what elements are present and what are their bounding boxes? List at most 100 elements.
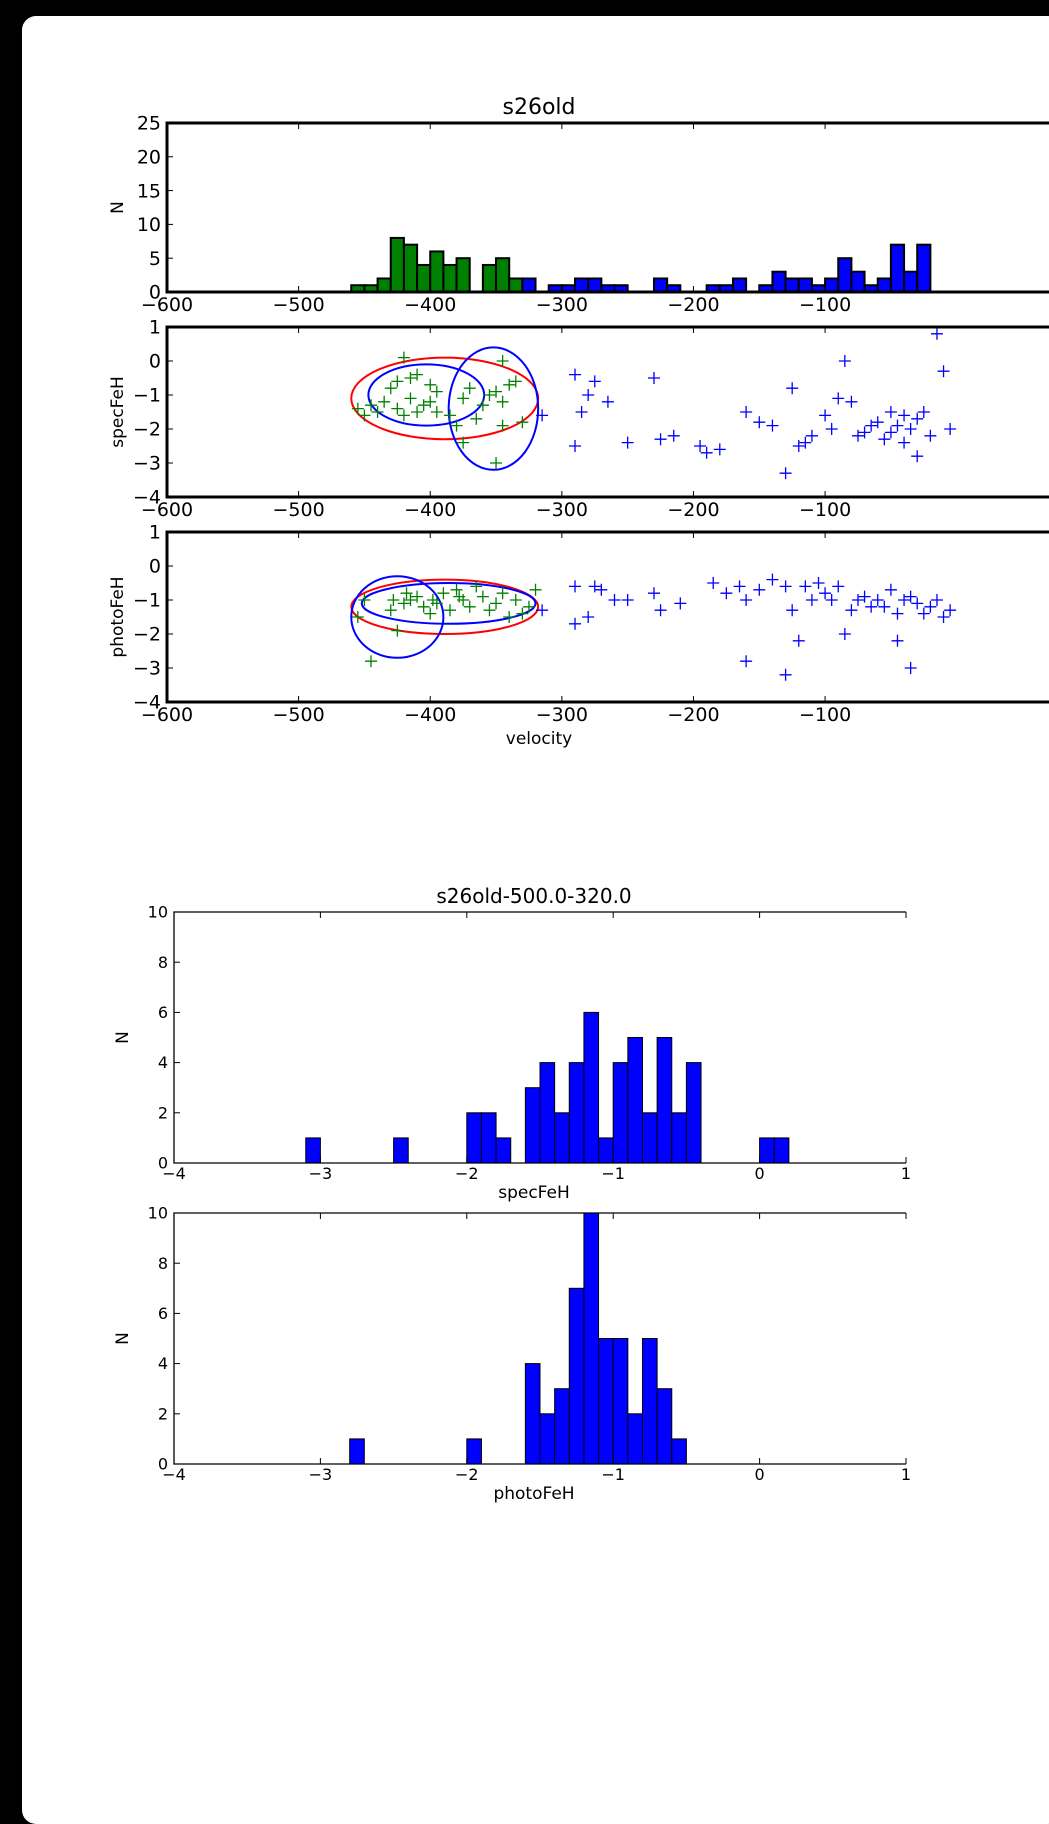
scatter-point (898, 436, 911, 449)
axes-frame (165, 530, 1049, 704)
x-tick-label: −500 (273, 704, 325, 726)
y-tick-label: −1 (133, 590, 161, 612)
y-tick-label: 15 (137, 180, 161, 202)
scatter-point (845, 604, 858, 617)
scatter-point (911, 597, 924, 610)
scatter-point (569, 580, 582, 593)
y-tick-label: 4 (158, 1354, 168, 1373)
scatter-point (707, 577, 720, 589)
scatter-point (509, 375, 522, 388)
scatter-point (621, 594, 634, 606)
scatter-point (884, 583, 897, 596)
histogram-bar (554, 1112, 570, 1164)
scatter-point (930, 327, 943, 340)
scatter-point (884, 406, 897, 418)
y-tick-label: −2 (133, 624, 161, 646)
scatter-point (443, 604, 456, 617)
scatter-point (588, 375, 601, 388)
y-tick-label: 1 (149, 522, 161, 544)
confidence-ellipse (350, 578, 540, 635)
scatter-point (601, 395, 614, 408)
y-tick-label: 1 (149, 317, 161, 339)
scatter-point (851, 594, 864, 606)
confidence-ellipse (350, 356, 540, 441)
scatter-point (450, 419, 463, 432)
axes-frame (165, 325, 1049, 499)
y-tick-label: 25 (137, 113, 161, 135)
histogram-bar (627, 1037, 643, 1164)
scatter-point (397, 597, 410, 610)
x-tick-label: −600 (141, 294, 193, 316)
scatter-point (490, 385, 503, 398)
scatter-point (858, 590, 871, 603)
histogram-bar (797, 277, 813, 294)
x-tick-label: −600 (141, 499, 193, 521)
histogram-bar (656, 1037, 673, 1164)
scatter-point (832, 392, 845, 405)
x-tick-label: 1 (901, 1465, 911, 1484)
x-tick-label: −1 (601, 1465, 625, 1484)
scatter-point (483, 604, 496, 617)
x-tick-label: −100 (799, 704, 851, 726)
x-axis-label: photoFeH (493, 1484, 574, 1504)
histogram-bar (612, 1338, 629, 1465)
histogram-bar (889, 243, 906, 293)
scatter-point (825, 594, 838, 606)
x-tick-label: −200 (667, 704, 719, 726)
scatter-point (351, 611, 364, 623)
scatter-point (654, 604, 667, 617)
histogram-bar (495, 1137, 512, 1164)
histogram-bar (773, 1137, 790, 1164)
chart-title: s26old-500.0-320.0 (436, 884, 631, 908)
scatter-point (700, 446, 713, 459)
histogram-bar (466, 1112, 482, 1164)
y-tick-label: −1 (133, 385, 161, 407)
scatter-point (397, 409, 410, 422)
scatter-point (878, 600, 891, 613)
scatter-point (503, 378, 516, 391)
scatter-point (529, 583, 542, 596)
scatter-point (536, 604, 549, 617)
histogram-bar (481, 263, 498, 294)
scatter-point (786, 382, 799, 395)
histogram-bar (466, 1438, 482, 1465)
histogram-bar (539, 1413, 556, 1465)
x-tick-label: −2 (455, 1164, 479, 1183)
scatter-point (786, 604, 799, 617)
histogram-bar (583, 1212, 600, 1465)
scatter-point (453, 590, 466, 603)
scatter-point (476, 590, 489, 603)
histogram-bar (598, 1338, 614, 1465)
scatter-point (845, 395, 858, 408)
scatter-point (911, 412, 924, 425)
scatter-point (384, 382, 397, 395)
scatter-point (516, 416, 529, 429)
y-tick-label: 5 (149, 248, 161, 270)
scatter-point (779, 580, 792, 593)
scatter-point (582, 389, 595, 401)
axes-frame (173, 911, 906, 1164)
scatter-point (819, 409, 832, 422)
confidence-ellipse (350, 575, 445, 659)
scatter-point (424, 607, 437, 620)
y-tick-label: 0 (149, 351, 161, 373)
histogram-bar (876, 277, 892, 294)
y-axis-label: N (113, 1332, 133, 1345)
scatter-point (825, 423, 838, 435)
scatter-point (457, 436, 470, 449)
scatter-point (740, 655, 753, 668)
confidence-ellipse (447, 346, 540, 471)
scatter-point (819, 587, 832, 600)
histogram-bar (612, 1062, 629, 1164)
scatter-point (766, 419, 779, 432)
scatter-point (404, 372, 417, 384)
scatter-point (924, 429, 937, 442)
scatter-point (595, 583, 608, 596)
scatter-point (582, 611, 595, 623)
scatter-point (437, 587, 450, 600)
y-tick-label: 2 (158, 1404, 168, 1423)
scatter-point (496, 587, 509, 600)
histogram-bar (598, 1137, 614, 1164)
scatter-point (569, 368, 582, 381)
scatter-point (944, 423, 957, 435)
